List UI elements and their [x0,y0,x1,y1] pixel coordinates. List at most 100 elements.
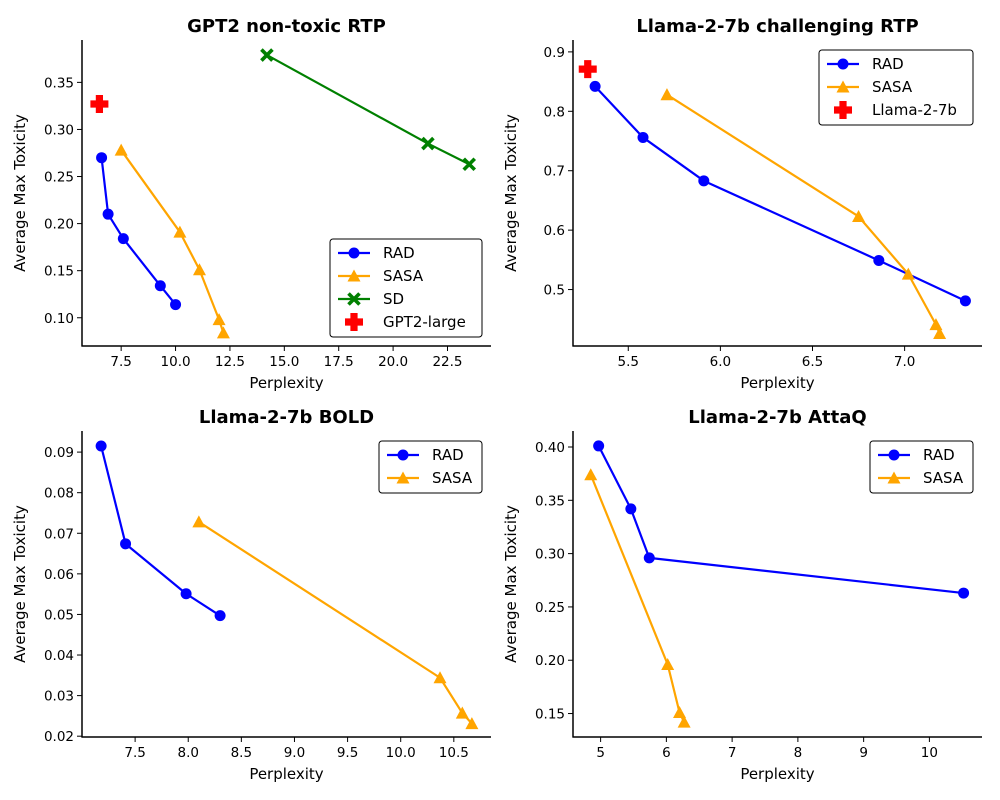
chart-panel-4: Llama-2-7b AttaQ 5 6 7 8 9 10 0.15 0.20 0.25 0.30 0… [502,407,982,783]
data-point [96,152,108,164]
series-line [666,93,941,334]
x-tick-label: 7 [728,745,737,761]
y-tick-label: 0.6 [544,223,565,239]
series-line [597,445,964,595]
x-tick-label: 15.0 [269,354,299,370]
legend-label: SASA [923,469,964,487]
y-tick-label: 0.9 [544,45,565,61]
chart-title: Llama-2-7b challenging RTP [636,16,918,37]
x-tick-label: 7.5 [110,354,131,370]
y-tick-label: 0.20 [44,217,74,233]
data-point [192,263,206,276]
data-point [661,657,675,671]
y-tick-label: 0.06 [44,567,74,583]
y-tick-label: 0.40 [535,440,565,456]
y-tick-label: 0.35 [44,75,74,91]
legend-marker [347,269,361,282]
x-tick-label: 17.5 [324,354,354,370]
data-point [873,254,885,266]
y-tick-label: 0.08 [44,486,74,502]
series-rad [95,440,226,622]
legend-marker [396,471,410,484]
data-point [465,717,479,730]
data-point [455,706,469,719]
series-sasa [660,88,947,340]
y-tick-label: 0.35 [535,493,565,509]
y-tick-label: 0.7 [544,164,565,180]
legend-label: SASA [383,267,424,285]
x-tick-label: 22.5 [432,354,462,370]
x-tick-label: 9.0 [284,745,305,761]
chart-title: Llama-2-7b BOLD [199,407,374,428]
y-tick-label: 0.03 [44,689,74,705]
series-line [266,54,470,166]
legend-box [329,238,483,338]
data-point [114,143,128,156]
data-point [192,515,206,528]
data-point [154,280,166,292]
y-tick-label: 0.8 [544,104,565,120]
y-tick-label: 0.25 [535,600,565,616]
data-point [901,267,915,280]
legend-label: SD [383,290,404,308]
x-tick-label: 7.5 [124,745,145,761]
x-tick-label: 10.0 [386,745,416,761]
y-tick-label: 0.5 [544,283,565,299]
y-tick-label: 0.25 [44,170,74,186]
y-tick-label: 0.30 [44,122,74,138]
series-line [589,474,686,723]
series-line [100,445,221,617]
data-point [214,610,226,622]
series-rad [96,152,182,311]
y-tick-label: 0.15 [44,264,74,280]
legend-marker [836,80,850,93]
legend-label: RAD [383,244,415,262]
data-point [433,671,447,684]
x-tick-label: 9.5 [337,745,358,761]
data-point [643,552,655,564]
x-tick-label: 20.0 [378,354,408,370]
series-llama-2-7b [578,60,597,79]
series-gpt2-large [90,95,109,114]
series-sd [260,48,477,172]
y-axis-label: Average Max Toxicity [502,114,520,272]
x-tick-label: 5.5 [618,354,639,370]
data-point [120,538,132,550]
legend-marker [887,471,901,484]
data-point [95,440,107,452]
data-point [102,208,114,220]
y-tick-label: 0.10 [44,311,74,327]
legend: RAD SASA SD GPT2-large [329,238,483,338]
x-tick-label: 7.0 [894,354,915,370]
x-tick-label: 10.0 [161,354,191,370]
y-tick-label: 0.09 [44,445,74,461]
legend-marker [837,58,849,70]
y-tick-label: 0.07 [44,526,74,542]
x-tick-label: 6.5 [802,354,823,370]
y-tick-label: 0.15 [535,707,565,723]
data-point [173,225,187,238]
y-tick-label: 0.02 [44,729,74,745]
x-tick-label: 10.5 [439,745,469,761]
data-point [180,588,192,600]
x-axis-label: Perplexity [740,374,814,392]
y-tick-label: 0.05 [44,607,74,623]
data-point [625,503,637,515]
y-tick-label: 0.30 [535,547,565,563]
series-sasa [584,468,691,728]
x-tick-label: 9 [859,745,868,761]
series-line [198,520,473,725]
data-point [660,88,674,101]
y-tick-label: 0.20 [535,653,565,669]
y-axis-label: Average Max Toxicity [502,505,520,663]
data-point [212,313,226,326]
data-point [170,299,182,311]
x-axis-label: Perplexity [249,765,323,783]
x-tick-label: 6 [662,745,671,761]
data-point [959,295,971,307]
data-point [90,95,109,114]
data-point [584,468,598,481]
y-axis-label: Average Max Toxicity [11,114,29,272]
data-point [673,705,687,719]
legend-marker [347,292,361,306]
